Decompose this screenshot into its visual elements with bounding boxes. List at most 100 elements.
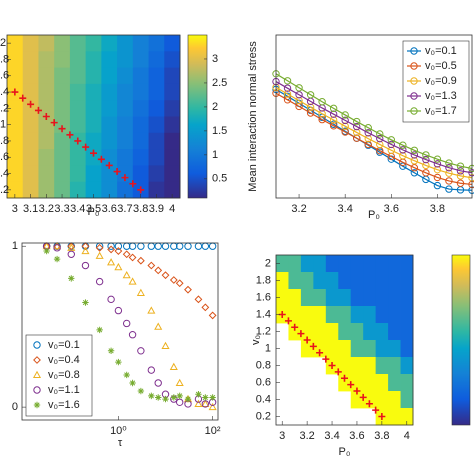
- point: [433, 160, 442, 168]
- heatmap-cell: [300, 272, 314, 290]
- x-tick-label: 4: [404, 430, 410, 442]
- heatmap-cell: [350, 357, 364, 375]
- legend-label: v₀=1.6: [48, 399, 80, 411]
- heatmap-cell: [22, 132, 39, 150]
- y-tick-label: 0.4: [256, 393, 271, 405]
- x-tick-label: 3.3: [54, 203, 69, 215]
- heatmap-cell: [313, 306, 327, 324]
- y-tick-label: .4: [0, 167, 9, 179]
- heatmap-cell: [148, 83, 165, 101]
- heatmap-cell: [85, 83, 102, 101]
- cross-marker: [303, 336, 311, 344]
- heatmap-cell: [300, 255, 314, 273]
- heatmap-cell: [400, 357, 414, 375]
- heatmap-cell: [288, 255, 302, 273]
- heatmap-cell: [54, 35, 71, 52]
- x-tick-label: 3.4: [70, 203, 85, 215]
- legend-label: v₀=0.1: [425, 45, 457, 57]
- heatmap-cell: [338, 272, 352, 290]
- point: [387, 146, 395, 154]
- point: [353, 117, 361, 126]
- cross-marker: [334, 368, 342, 376]
- heatmap-cell: [164, 149, 181, 166]
- point: [376, 134, 384, 143]
- point: [175, 378, 184, 387]
- heatmap-cell: [117, 51, 134, 68]
- point: [422, 155, 430, 164]
- heatmap-cell: [350, 272, 364, 290]
- x-tick-label: 3: [279, 430, 285, 442]
- heatmap-cell: [85, 116, 102, 134]
- heatmap-cell: [22, 116, 39, 134]
- cross-marker: [378, 413, 386, 420]
- heatmap-cell: [117, 181, 134, 199]
- point: [422, 169, 430, 177]
- point: [128, 253, 137, 262]
- heatmap-cell: [288, 306, 302, 324]
- heatmap-cell: [388, 255, 401, 273]
- point: [364, 134, 372, 143]
- cross-marker: [372, 406, 380, 414]
- point: [399, 162, 407, 170]
- point: [399, 141, 407, 149]
- y-tick-label: 0.2: [256, 410, 271, 422]
- x-tick-label: 4: [169, 203, 175, 215]
- point: [422, 151, 430, 159]
- heatmap-cell: [117, 132, 134, 150]
- cross-marker: [42, 113, 50, 120]
- heatmap-cell: [300, 340, 314, 358]
- cross-marker: [353, 387, 361, 395]
- heatmap-cell: [313, 255, 327, 273]
- heatmap-cell: [148, 149, 165, 166]
- point: [96, 326, 103, 334]
- heatmap-cell: [276, 289, 289, 307]
- heatmap-cell: [85, 67, 102, 85]
- y-tick-label: 1.2: [256, 325, 271, 337]
- heatmap-cell: [54, 100, 71, 117]
- point: [433, 181, 442, 190]
- legend-label: v₀=0.1: [48, 339, 80, 351]
- y-tick-label: .2: [0, 184, 9, 196]
- heatmap-cell: [400, 323, 414, 341]
- point: [318, 115, 326, 124]
- series-line: [275, 73, 473, 170]
- point: [376, 130, 384, 138]
- heatmap-cell: [7, 51, 24, 68]
- cross-marker: [74, 137, 82, 145]
- heatmap-cell: [38, 51, 55, 68]
- cross-marker: [291, 323, 299, 331]
- point: [122, 319, 131, 328]
- point: [364, 124, 372, 132]
- point: [422, 161, 430, 170]
- heatmap-cell: [54, 165, 71, 183]
- heatmap-cell: [375, 255, 389, 273]
- point: [341, 116, 349, 125]
- point: [445, 169, 453, 177]
- point: [376, 140, 384, 149]
- heatmap-cell: [164, 67, 181, 85]
- heatmap-cell: [325, 289, 339, 307]
- point: [456, 167, 465, 175]
- heatmap-cell: [101, 51, 118, 68]
- cross-marker: [347, 381, 355, 389]
- heatmap-cell: [7, 149, 24, 166]
- heatmap-cell: [85, 51, 102, 68]
- heatmap-cell: [388, 374, 401, 392]
- heatmap-cell: [313, 323, 327, 341]
- point: [353, 128, 361, 137]
- point: [201, 399, 210, 407]
- heatmap-cell: [132, 116, 149, 134]
- legend-marker: [410, 62, 418, 70]
- point: [329, 104, 338, 113]
- heatmap-cell: [300, 323, 314, 341]
- point: [81, 246, 90, 255]
- point: [176, 392, 183, 400]
- x-axis-label: P₀: [339, 446, 351, 458]
- cross-marker: [11, 88, 19, 96]
- heatmap-cell: [22, 149, 39, 166]
- point: [122, 270, 131, 279]
- point: [82, 299, 89, 306]
- heatmap-cell: [313, 272, 327, 290]
- heatmap-cell: [38, 83, 55, 101]
- x-tick-label: 3.2: [291, 203, 306, 215]
